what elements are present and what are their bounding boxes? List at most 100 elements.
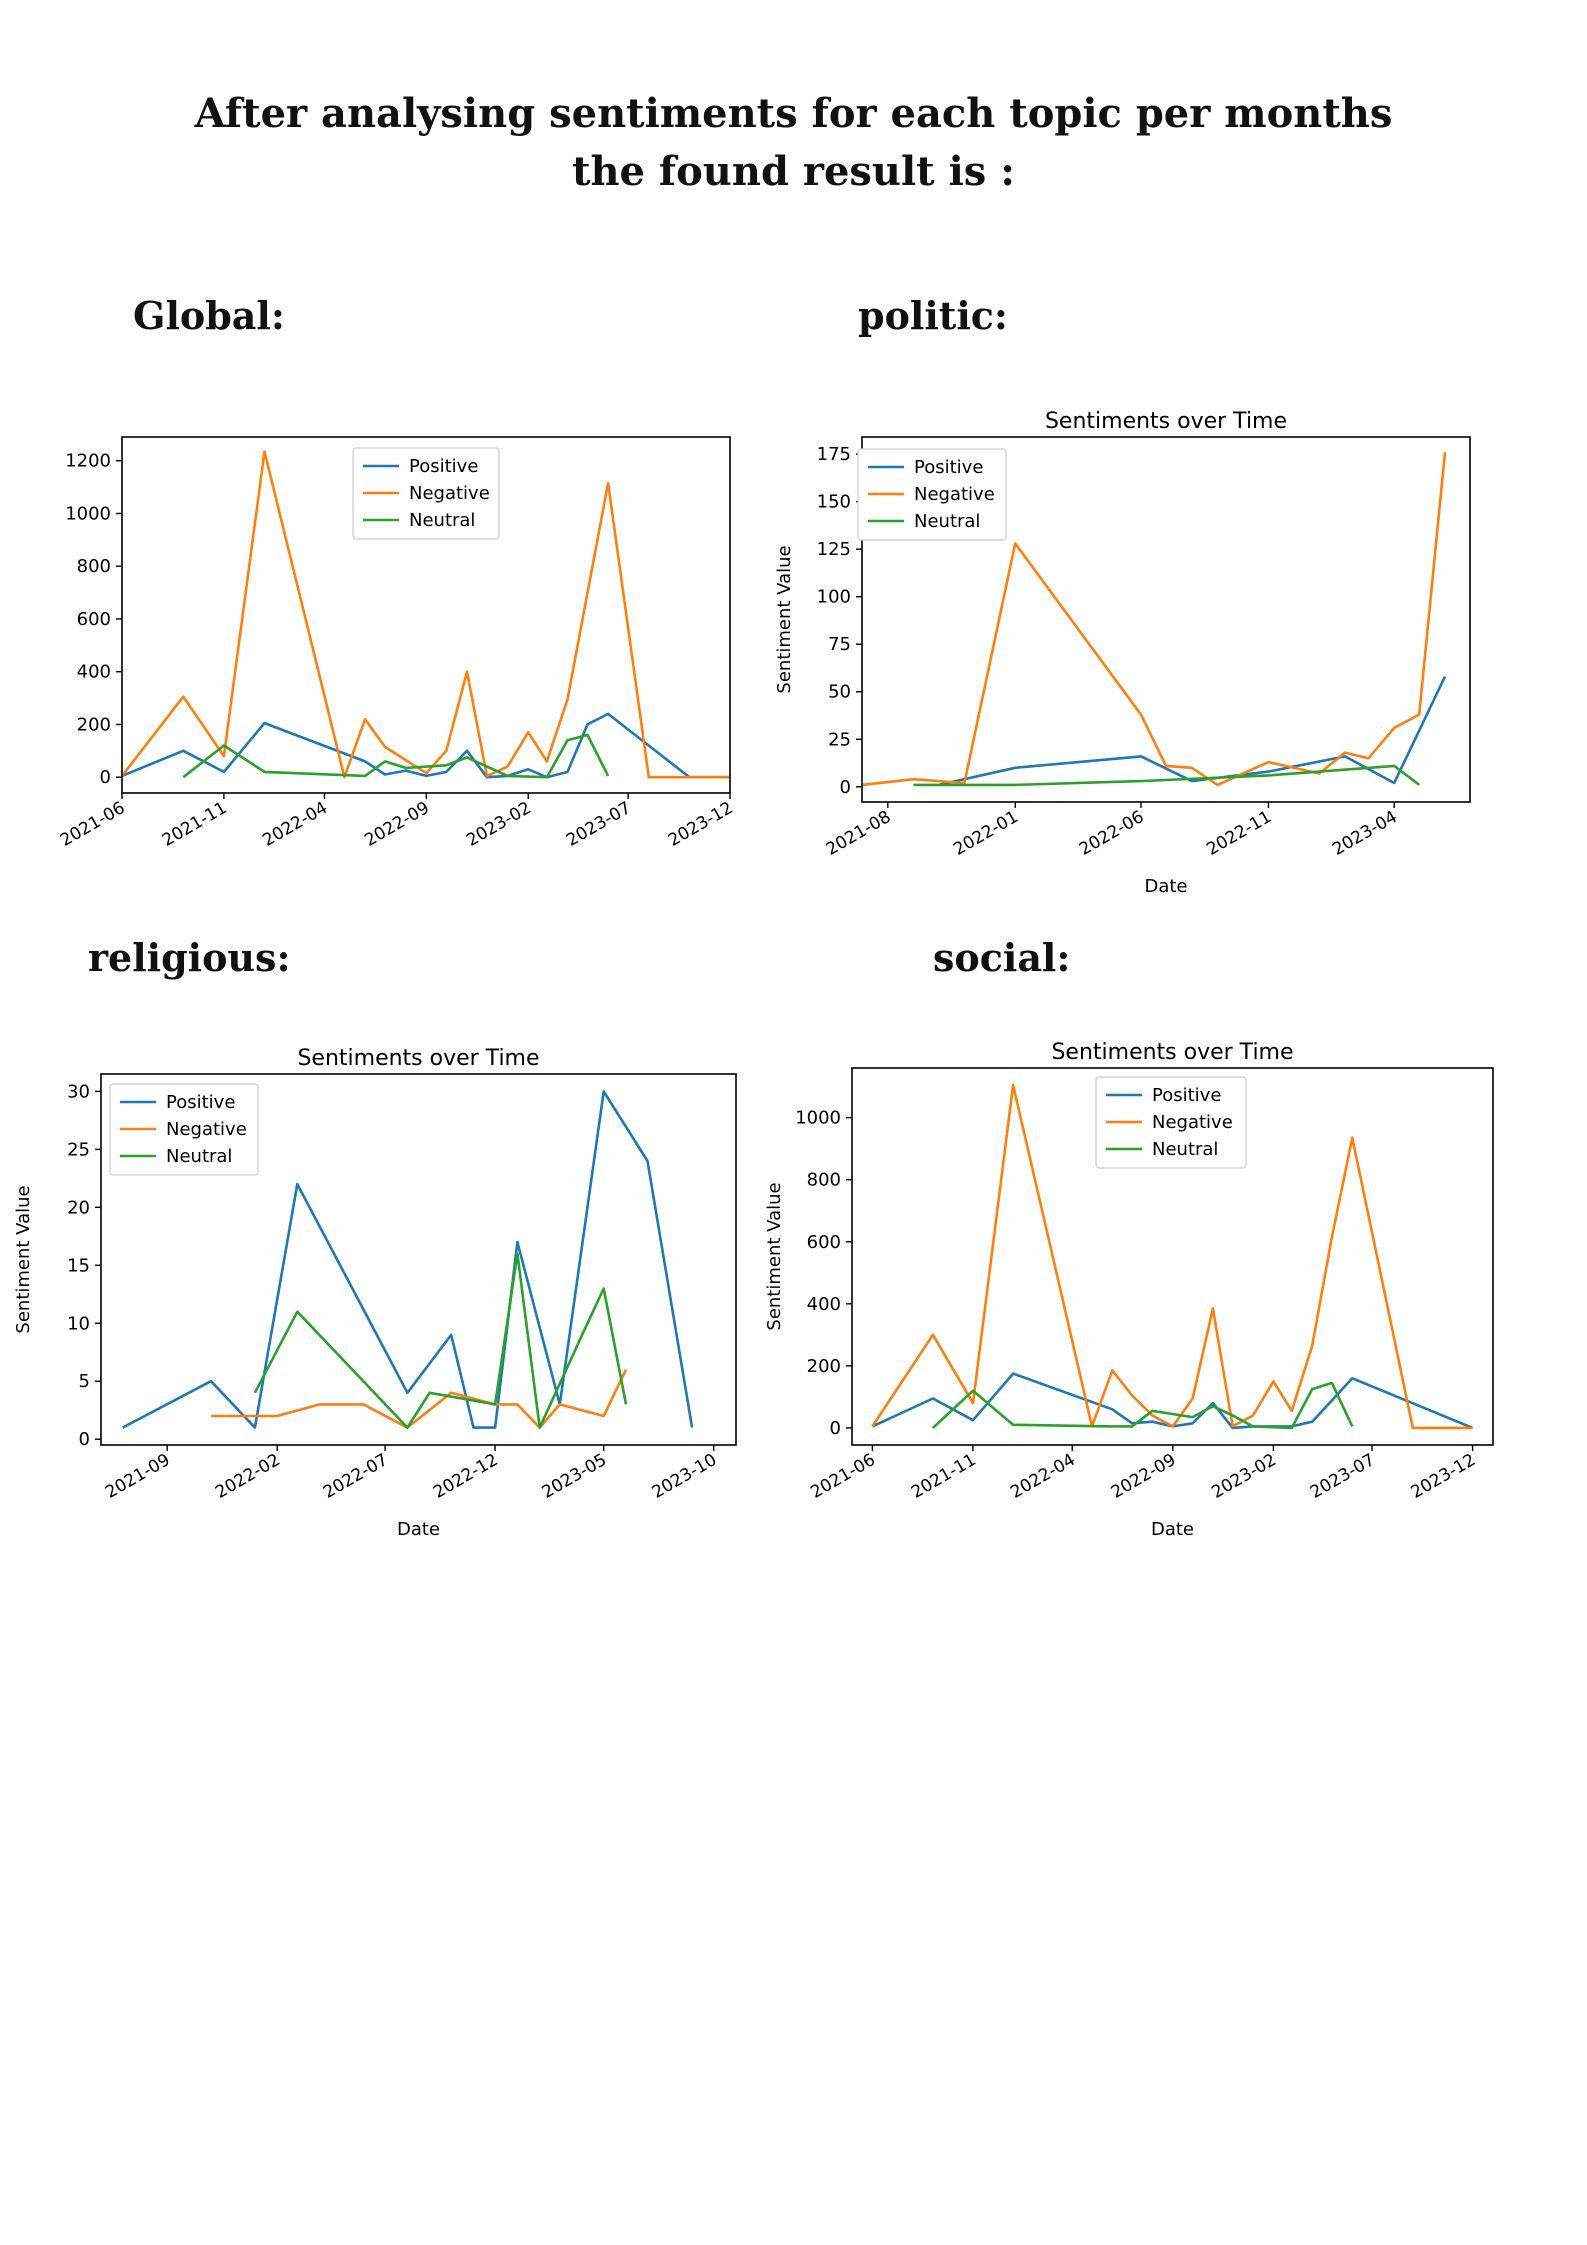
x-tick-label: 2022-12 [430, 1450, 502, 1503]
x-tick-label: 2022-01 [950, 807, 1022, 860]
y-tick-label: 400 [807, 1294, 841, 1315]
series-line-neutral [253, 1252, 628, 1429]
legend-label-positive: Positive [914, 457, 983, 478]
x-tick-label: 2022-09 [361, 798, 433, 851]
section-label-global: Global: [133, 293, 285, 338]
y-tick-label: 30 [67, 1081, 90, 1102]
x-tick-label: 2022-04 [1007, 1450, 1079, 1503]
x-tick-label: 2022-02 [212, 1450, 284, 1503]
legend-label-positive: Positive [409, 456, 478, 477]
y-axis-label: Sentiment Value [13, 1185, 34, 1333]
x-tick-label: 2021-09 [102, 1450, 174, 1503]
y-tick-label: 1200 [65, 451, 111, 472]
x-axis-label: Date [1144, 876, 1187, 897]
series-line-positive [121, 1090, 694, 1429]
x-tick-label: 2023-12 [1408, 1450, 1480, 1503]
y-tick-label: 800 [807, 1170, 841, 1191]
legend-label-negative: Negative [166, 1119, 247, 1140]
y-tick-label: 0 [830, 1418, 841, 1439]
x-tick-label: 2022-07 [320, 1450, 392, 1503]
x-tick-label: 2021-06 [807, 1450, 879, 1503]
y-tick-label: 125 [817, 539, 851, 560]
y-tick-label: 15 [67, 1255, 90, 1276]
legend-box [857, 448, 1007, 541]
y-tick-label: 25 [828, 729, 851, 750]
y-tick-label: 600 [77, 609, 111, 630]
series-line-negative [871, 1083, 1473, 1430]
chart-title: Sentiments over Time [1045, 409, 1287, 434]
series-line-neutral [182, 733, 610, 779]
section-label-social: social: [933, 935, 1071, 980]
series-line-neutral [913, 764, 1420, 787]
y-tick-label: 0 [840, 777, 851, 798]
chart-social: 0 200 400 600 800 1000 2021-06 2021-11 2022-04 20… [764, 1040, 1494, 1540]
y-tick-label: 200 [77, 714, 111, 735]
series-line-negative [861, 452, 1447, 787]
page-title-line2: the found result is : [571, 148, 1015, 195]
x-tick-label: 2023-02 [1208, 1450, 1280, 1503]
y-tick-label: 10 [67, 1313, 90, 1334]
x-tick-label: 2023-07 [563, 798, 635, 851]
y-tick-label: 1000 [65, 503, 111, 524]
legend-label-negative: Negative [914, 484, 995, 505]
plot-frame [100, 1073, 737, 1446]
chart-politic: 0 25 50 75 100 125 150 175 2021-08 2022-01 2022-06… [774, 409, 1471, 897]
x-tick-label: 2022-06 [1076, 807, 1148, 860]
x-tick-label: 2023-02 [463, 798, 535, 851]
y-tick-label: 600 [807, 1232, 841, 1253]
y-tick-label: 20 [67, 1197, 90, 1218]
series-line-positive [871, 1372, 1474, 1430]
x-tick-label: 2021-11 [159, 798, 231, 851]
y-tick-label: 175 [817, 444, 851, 465]
legend-label-neutral: Neutral [914, 511, 980, 532]
y-tick-label: 0 [100, 767, 111, 788]
x-tick-label: 2022-11 [1203, 807, 1275, 860]
legend-box [352, 447, 500, 540]
page-title-line1: After analysing sentiments for each topi… [194, 90, 1393, 137]
x-tick-label: 2021-06 [57, 798, 129, 851]
x-tick-label: 2023-10 [649, 1450, 721, 1503]
legend-box [1095, 1076, 1247, 1169]
y-tick-label: 0 [79, 1429, 90, 1450]
legend-label-negative: Negative [1152, 1112, 1233, 1133]
plot-frame [861, 436, 1471, 803]
y-tick-label: 150 [817, 492, 851, 513]
series-line-neutral [932, 1381, 1354, 1430]
chart-religious: 0 5 10 15 20 25 30 2021-09 2022-02 2022-07 2022-12… [13, 1046, 737, 1540]
legend: Positive Negative Neutral [1095, 1076, 1247, 1169]
section-label-politic: politic: [858, 293, 1008, 338]
x-axis-label: Date [1151, 1519, 1194, 1540]
legend-label-negative: Negative [409, 483, 490, 504]
x-tick-label: 2023-04 [1329, 807, 1401, 860]
series-line-positive [121, 712, 730, 779]
x-tick-label: 2021-11 [908, 1450, 980, 1503]
y-tick-label: 100 [817, 587, 851, 608]
legend: Positive Negative Neutral [857, 448, 1007, 541]
x-tick-label: 2023-07 [1307, 1450, 1379, 1503]
legend: Positive Negative Neutral [109, 1083, 259, 1176]
legend-label-neutral: Neutral [1152, 1139, 1218, 1160]
y-tick-label: 5 [79, 1371, 90, 1392]
x-axis-label: Date [397, 1519, 440, 1540]
chart-title: Sentiments over Time [1051, 1040, 1293, 1065]
chart-global: 0 200 400 600 800 1000 1200 2021-06 2021-11 2022-… [57, 436, 737, 851]
y-tick-label: 800 [77, 556, 111, 577]
y-tick-label: 25 [67, 1139, 90, 1160]
y-axis-label: Sentiment Value [764, 1182, 785, 1330]
x-tick-label: 2022-04 [259, 798, 331, 851]
y-axis-label: Sentiment Value [774, 545, 795, 693]
x-tick-label: 2022-09 [1108, 1450, 1180, 1503]
y-tick-label: 200 [807, 1356, 841, 1377]
x-tick-label: 2023-05 [539, 1450, 611, 1503]
legend-label-positive: Positive [166, 1092, 235, 1113]
legend-label-positive: Positive [1152, 1085, 1221, 1106]
legend-box [109, 1083, 259, 1176]
chart-title: Sentiments over Time [297, 1046, 539, 1071]
x-tick-label: 2021-08 [823, 807, 895, 860]
y-tick-label: 75 [828, 634, 851, 655]
y-tick-label: 50 [828, 682, 851, 703]
legend-label-neutral: Neutral [409, 510, 475, 531]
y-tick-label: 1000 [795, 1108, 841, 1129]
x-tick-label: 2023-12 [665, 798, 737, 851]
